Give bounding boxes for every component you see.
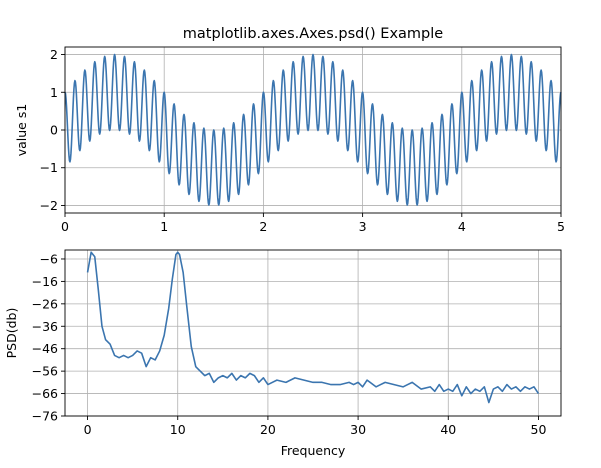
- y-tick-label: 2: [50, 47, 58, 62]
- x-tick-label: 30: [350, 422, 366, 437]
- y-tick-label: −46: [32, 341, 58, 356]
- y-tick-label: −66: [32, 386, 58, 401]
- x-tick-label: 2: [259, 219, 267, 234]
- x-tick-label: 5: [557, 219, 565, 234]
- bottom-axes: 0 10 20 30 40 50 −76 −66 −56 −46 −36 −26 −16 −6 Freque…: [4, 249, 562, 458]
- series-line: [64, 53, 562, 206]
- axes-frame: [64, 249, 562, 417]
- x-tick-label: 1: [160, 219, 168, 234]
- x-tick-label: 4: [458, 219, 466, 234]
- y-tick-label: −16: [32, 274, 58, 289]
- x-tick-label: 20: [260, 422, 276, 437]
- figure-title: matplotlib.axes.Axes.psd() Example: [183, 26, 443, 42]
- x-tick-label: 10: [170, 422, 186, 437]
- y-tick-label: 1: [50, 85, 58, 100]
- x-axis-label: Frequency: [281, 443, 346, 458]
- series-line: [86, 251, 540, 404]
- y-axis-label: value s1: [14, 104, 29, 157]
- y-tick-label: −6: [40, 251, 58, 266]
- y-tick-label: −2: [40, 198, 58, 213]
- y-tick-label: −1: [40, 160, 58, 175]
- x-tick-label: 0: [84, 422, 92, 437]
- x-tick-label: 3: [359, 219, 367, 234]
- y-tick-label: −76: [32, 409, 58, 424]
- y-tick-label: −26: [32, 296, 58, 311]
- x-tick-label: 50: [531, 422, 547, 437]
- y-tick-label: −36: [32, 319, 58, 334]
- x-tick-label: 40: [440, 422, 456, 437]
- x-tick-label: 0: [61, 219, 69, 234]
- y-axis-label: PSD(db): [4, 308, 19, 359]
- y-tick-label: 0: [50, 123, 58, 138]
- top-axes: 0 1 2 3 4 5 −2 −1 0 1 2 value s1: [14, 46, 565, 234]
- y-tick-label: −56: [32, 364, 58, 379]
